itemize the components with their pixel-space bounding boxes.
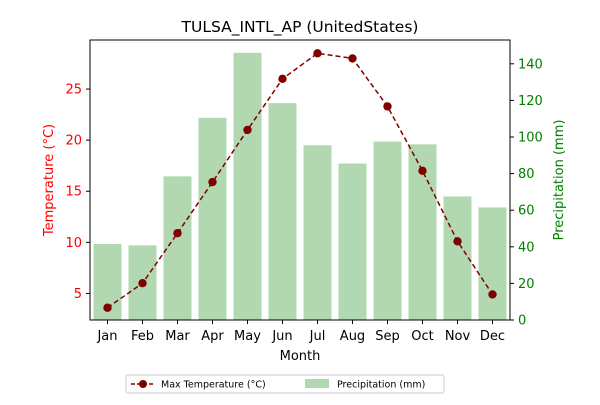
x-tick-label: Nov (445, 329, 471, 344)
right-y-tick-label: 40 (518, 240, 535, 255)
left-axis-title: Temperature (°C) (42, 124, 57, 237)
right-y-tick-label: 140 (518, 57, 543, 72)
temperature-point-jan (103, 303, 112, 312)
right-y-tick-label: 100 (518, 130, 543, 145)
legend-precipitation-swatch (305, 379, 329, 388)
precipitation-bar-sep (373, 141, 402, 320)
precipitation-bar-aug (338, 163, 367, 320)
left-y-tick-label: 5 (74, 287, 82, 302)
legend-frame (125, 374, 445, 394)
temperature-point-feb (138, 279, 147, 288)
x-tick-label: May (234, 329, 261, 344)
left-y-tick-label: 25 (65, 83, 82, 98)
right-y-tick-label: 80 (518, 167, 535, 182)
x-tick-label: Jul (309, 329, 326, 344)
right-y-tick-label: 20 (518, 277, 535, 292)
x-tick-label: Oct (411, 329, 433, 344)
x-tick-label: Mar (165, 329, 190, 344)
temperature-point-dec (488, 290, 497, 299)
temperature-point-may (243, 125, 252, 135)
precipitation-bars (93, 52, 507, 321)
temperature-line (107, 52, 494, 309)
precipitation-bar-jun (268, 103, 297, 320)
temperature-point-aug (348, 54, 357, 63)
precipitation-bar-may (233, 52, 262, 321)
temperature-point-oct (418, 166, 427, 176)
right-y-tick-label: 120 (518, 94, 543, 109)
legend: Max Temperature (°C) Precipitation (mm) (125, 374, 445, 394)
chart-title: TULSA_INTL_AP (UnitedStates) (181, 18, 419, 37)
legend-precipitation-label: Precipitation (mm) (337, 380, 425, 391)
right-axis-title: Precipitation (mm) (552, 120, 567, 241)
temperature-point-nov (453, 237, 462, 246)
axes: Jan Feb Mar Apr May Jun Jul Aug Sep Oct Nov Dec 5 10 1… (65, 57, 542, 344)
temperature-point-mar (173, 228, 182, 238)
right-y-tick-label: 60 (518, 204, 535, 219)
left-y-tick-label: 20 (65, 134, 82, 149)
precipitation-bar-dec (478, 207, 507, 320)
legend-temperature-label: Max Temperature (°C) (161, 380, 266, 391)
x-tick-label: Apr (201, 329, 224, 344)
x-tick-label: Aug (340, 329, 365, 344)
x-axis-title: Month (280, 349, 321, 364)
left-y-tick-label: 15 (65, 185, 82, 200)
left-y-tick-label: 10 (65, 236, 82, 251)
precipitation-bar-nov (443, 196, 472, 320)
x-tick-label: Jan (96, 329, 117, 344)
x-tick-label: Feb (131, 329, 154, 344)
precipitation-bar-apr (198, 117, 227, 321)
temperature-point-jun (278, 74, 287, 84)
temperature-point-apr (208, 177, 217, 187)
temperature-point-jul (313, 49, 322, 58)
plot-frame (89, 39, 511, 321)
temperature-point-sep (383, 102, 392, 111)
x-tick-label: Dec (480, 329, 505, 344)
right-y-tick-label: 0 (518, 314, 526, 329)
legend-temperature-marker-swatch (139, 380, 147, 388)
x-tick-label: Sep (375, 329, 400, 344)
precipitation-bar-mar (163, 176, 192, 320)
x-tick-label: Jun (271, 329, 292, 344)
temperature-line-series (103, 49, 497, 312)
precipitation-bar-jul (303, 145, 332, 320)
